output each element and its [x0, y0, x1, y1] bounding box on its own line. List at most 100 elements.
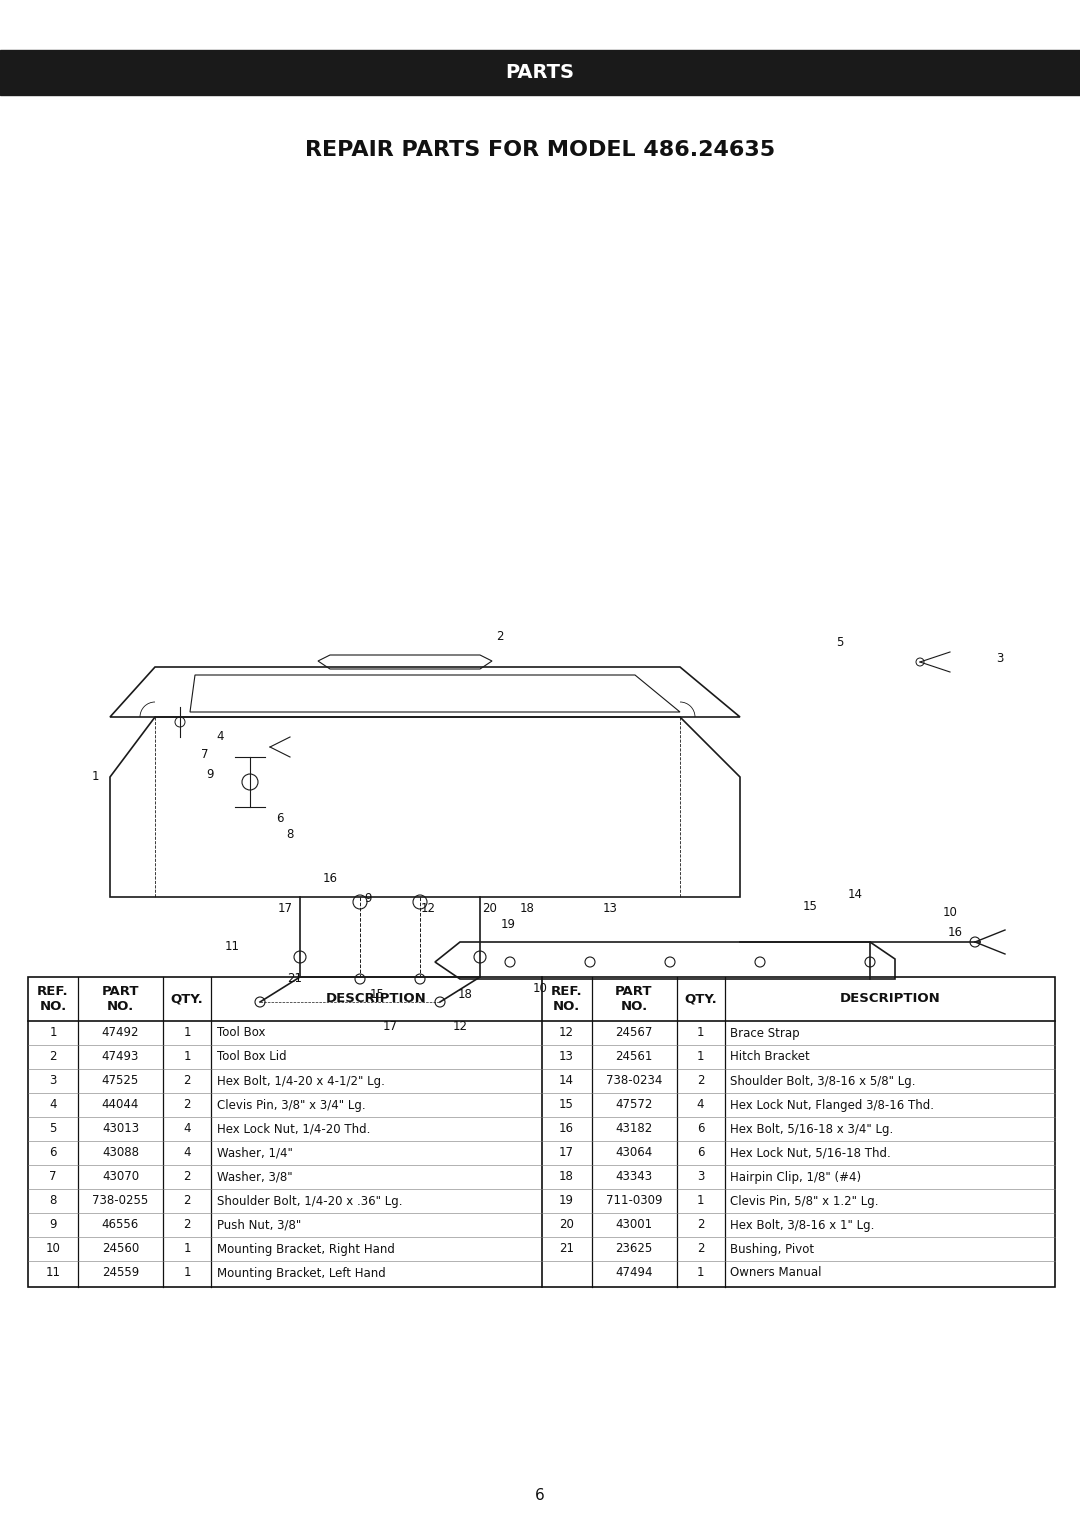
- Text: 13: 13: [559, 1050, 573, 1064]
- Text: 47525: 47525: [102, 1074, 139, 1088]
- Text: 2: 2: [496, 630, 503, 644]
- Text: 16: 16: [323, 873, 337, 885]
- Text: 19: 19: [559, 1194, 573, 1208]
- Text: 1: 1: [697, 1266, 704, 1279]
- Text: Hex Bolt, 5/16-18 x 3/4" Lg.: Hex Bolt, 5/16-18 x 3/4" Lg.: [730, 1122, 894, 1136]
- Text: 2: 2: [697, 1242, 704, 1256]
- Text: 8: 8: [286, 828, 294, 841]
- Text: 43343: 43343: [616, 1171, 652, 1183]
- Text: 1: 1: [184, 1027, 191, 1039]
- Text: 6: 6: [50, 1147, 57, 1159]
- Text: 2: 2: [184, 1074, 191, 1088]
- Text: 15: 15: [802, 901, 818, 913]
- Text: 17: 17: [559, 1147, 573, 1159]
- Text: 11: 11: [225, 941, 240, 953]
- Text: 18: 18: [559, 1171, 573, 1183]
- Text: Clevis Pin, 5/8" x 1.2" Lg.: Clevis Pin, 5/8" x 1.2" Lg.: [730, 1194, 879, 1208]
- Text: 18: 18: [519, 902, 535, 916]
- Text: 2: 2: [697, 1219, 704, 1231]
- Text: 6: 6: [697, 1122, 704, 1136]
- Text: 2: 2: [184, 1171, 191, 1183]
- Text: 6: 6: [697, 1147, 704, 1159]
- Text: 43013: 43013: [102, 1122, 139, 1136]
- Text: 2: 2: [50, 1050, 57, 1064]
- Text: Hex Lock Nut, Flanged 3/8-16 Thd.: Hex Lock Nut, Flanged 3/8-16 Thd.: [730, 1099, 934, 1111]
- Text: 24560: 24560: [102, 1242, 139, 1256]
- Text: 21: 21: [559, 1242, 573, 1256]
- Text: 3: 3: [50, 1074, 56, 1088]
- Text: Hex Bolt, 1/4-20 x 4-1/2" Lg.: Hex Bolt, 1/4-20 x 4-1/2" Lg.: [217, 1074, 384, 1088]
- Text: 1: 1: [184, 1266, 191, 1279]
- Text: PART
NO.: PART NO.: [102, 985, 139, 1013]
- Text: 23625: 23625: [616, 1242, 652, 1256]
- Text: Hex Lock Nut, 1/4-20 Thd.: Hex Lock Nut, 1/4-20 Thd.: [217, 1122, 370, 1136]
- Text: 2: 2: [697, 1074, 704, 1088]
- Text: Tool Box: Tool Box: [217, 1027, 266, 1039]
- Text: 1: 1: [50, 1027, 57, 1039]
- Text: Hex Lock Nut, 5/16-18 Thd.: Hex Lock Nut, 5/16-18 Thd.: [730, 1147, 891, 1159]
- Text: Tool Box Lid: Tool Box Lid: [217, 1050, 286, 1064]
- Text: 5: 5: [50, 1122, 56, 1136]
- Text: 47494: 47494: [616, 1266, 652, 1279]
- Text: 1: 1: [184, 1050, 191, 1064]
- Text: 9: 9: [206, 767, 214, 781]
- Text: 5: 5: [836, 635, 843, 649]
- Text: REPAIR PARTS FOR MODEL 486.24635: REPAIR PARTS FOR MODEL 486.24635: [305, 140, 775, 160]
- Text: 16: 16: [559, 1122, 573, 1136]
- Text: Mounting Bracket, Left Hand: Mounting Bracket, Left Hand: [217, 1266, 386, 1279]
- Text: 17: 17: [278, 902, 293, 916]
- Text: 10: 10: [943, 905, 958, 919]
- Text: REF.
NO.: REF. NO.: [37, 985, 69, 1013]
- Text: 2: 2: [184, 1219, 191, 1231]
- Text: 12: 12: [559, 1027, 573, 1039]
- Text: 1: 1: [697, 1027, 704, 1039]
- Text: 6: 6: [535, 1488, 545, 1503]
- Text: 9: 9: [364, 893, 372, 905]
- Text: 2: 2: [184, 1194, 191, 1208]
- Text: 13: 13: [603, 902, 618, 916]
- Text: Push Nut, 3/8": Push Nut, 3/8": [217, 1219, 301, 1231]
- Text: 43064: 43064: [616, 1147, 652, 1159]
- Text: 711-0309: 711-0309: [606, 1194, 662, 1208]
- Text: 24561: 24561: [616, 1050, 652, 1064]
- Text: Owners Manual: Owners Manual: [730, 1266, 822, 1279]
- Text: Brace Strap: Brace Strap: [730, 1027, 800, 1039]
- Text: 3: 3: [997, 653, 1003, 666]
- Text: 46556: 46556: [102, 1219, 139, 1231]
- Text: 8: 8: [50, 1194, 56, 1208]
- Text: 18: 18: [458, 988, 472, 1002]
- Text: Bushing, Pivot: Bushing, Pivot: [730, 1242, 814, 1256]
- Text: Washer, 1/4": Washer, 1/4": [217, 1147, 293, 1159]
- Text: 21: 21: [287, 973, 302, 985]
- Text: 4: 4: [184, 1122, 191, 1136]
- Text: 20: 20: [483, 902, 498, 916]
- Text: 15: 15: [559, 1099, 573, 1111]
- Text: 4: 4: [697, 1099, 704, 1111]
- Bar: [28, 978, 1055, 1286]
- Text: 24567: 24567: [616, 1027, 652, 1039]
- Text: 4: 4: [50, 1099, 57, 1111]
- Text: Shoulder Bolt, 3/8-16 x 5/8" Lg.: Shoulder Bolt, 3/8-16 x 5/8" Lg.: [730, 1074, 916, 1088]
- Text: QTY.: QTY.: [684, 993, 717, 1005]
- Text: 16: 16: [947, 925, 962, 939]
- Text: 24559: 24559: [102, 1266, 139, 1279]
- Text: 43001: 43001: [616, 1219, 652, 1231]
- Text: 738-0234: 738-0234: [606, 1074, 662, 1088]
- Text: 14: 14: [848, 888, 863, 902]
- Text: 43088: 43088: [102, 1147, 139, 1159]
- Text: Mounting Bracket, Right Hand: Mounting Bracket, Right Hand: [217, 1242, 395, 1256]
- Text: Hex Bolt, 3/8-16 x 1" Lg.: Hex Bolt, 3/8-16 x 1" Lg.: [730, 1219, 875, 1231]
- Text: 11: 11: [45, 1266, 60, 1279]
- Text: REF.
NO.: REF. NO.: [551, 985, 582, 1013]
- Text: 9: 9: [50, 1219, 57, 1231]
- Text: DESCRIPTION: DESCRIPTION: [839, 993, 940, 1005]
- Text: Washer, 3/8": Washer, 3/8": [217, 1171, 293, 1183]
- Text: PART
NO.: PART NO.: [616, 985, 652, 1013]
- Text: Shoulder Bolt, 1/4-20 x .36" Lg.: Shoulder Bolt, 1/4-20 x .36" Lg.: [217, 1194, 403, 1208]
- Text: 43182: 43182: [616, 1122, 652, 1136]
- Text: 1: 1: [184, 1242, 191, 1256]
- Text: 4: 4: [216, 730, 224, 744]
- Text: 47572: 47572: [616, 1099, 652, 1111]
- Text: 7: 7: [201, 749, 208, 761]
- Text: 19: 19: [500, 919, 515, 931]
